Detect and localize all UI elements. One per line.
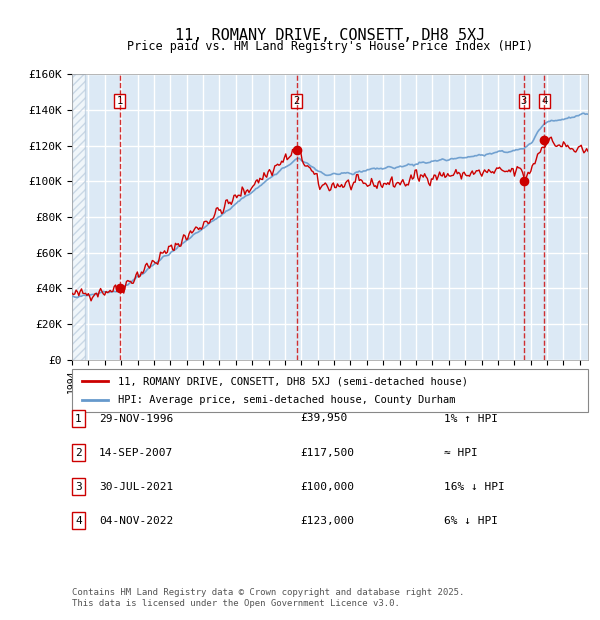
Text: 11, ROMANY DRIVE, CONSETT, DH8 5XJ (semi-detached house): 11, ROMANY DRIVE, CONSETT, DH8 5XJ (semi… xyxy=(118,376,469,386)
Text: £100,000: £100,000 xyxy=(300,482,354,492)
Text: 4: 4 xyxy=(75,516,82,526)
Text: £123,000: £123,000 xyxy=(300,516,354,526)
Bar xyxy=(72,74,84,360)
Text: 1% ↑ HPI: 1% ↑ HPI xyxy=(444,414,498,423)
Text: 4: 4 xyxy=(541,96,548,106)
Text: 3: 3 xyxy=(75,482,82,492)
Text: Price paid vs. HM Land Registry's House Price Index (HPI): Price paid vs. HM Land Registry's House … xyxy=(127,40,533,53)
Text: 16% ↓ HPI: 16% ↓ HPI xyxy=(444,482,505,492)
Text: 30-JUL-2021: 30-JUL-2021 xyxy=(99,482,173,492)
Text: 6% ↓ HPI: 6% ↓ HPI xyxy=(444,516,498,526)
Bar xyxy=(72,74,85,360)
Text: 11, ROMANY DRIVE, CONSETT, DH8 5XJ: 11, ROMANY DRIVE, CONSETT, DH8 5XJ xyxy=(175,28,485,43)
Text: £117,500: £117,500 xyxy=(300,448,354,458)
Text: HPI: Average price, semi-detached house, County Durham: HPI: Average price, semi-detached house,… xyxy=(118,395,456,405)
Text: 14-SEP-2007: 14-SEP-2007 xyxy=(99,448,173,458)
Text: Contains HM Land Registry data © Crown copyright and database right 2025.
This d: Contains HM Land Registry data © Crown c… xyxy=(72,588,464,608)
Text: 29-NOV-1996: 29-NOV-1996 xyxy=(99,414,173,423)
Text: 3: 3 xyxy=(521,96,527,106)
Text: 1: 1 xyxy=(116,96,123,106)
FancyBboxPatch shape xyxy=(72,369,588,412)
Text: ≈ HPI: ≈ HPI xyxy=(444,448,478,458)
Text: 2: 2 xyxy=(75,448,82,458)
Text: 2: 2 xyxy=(293,96,300,106)
Text: 04-NOV-2022: 04-NOV-2022 xyxy=(99,516,173,526)
Text: £39,950: £39,950 xyxy=(300,414,347,423)
Text: 1: 1 xyxy=(75,414,82,423)
